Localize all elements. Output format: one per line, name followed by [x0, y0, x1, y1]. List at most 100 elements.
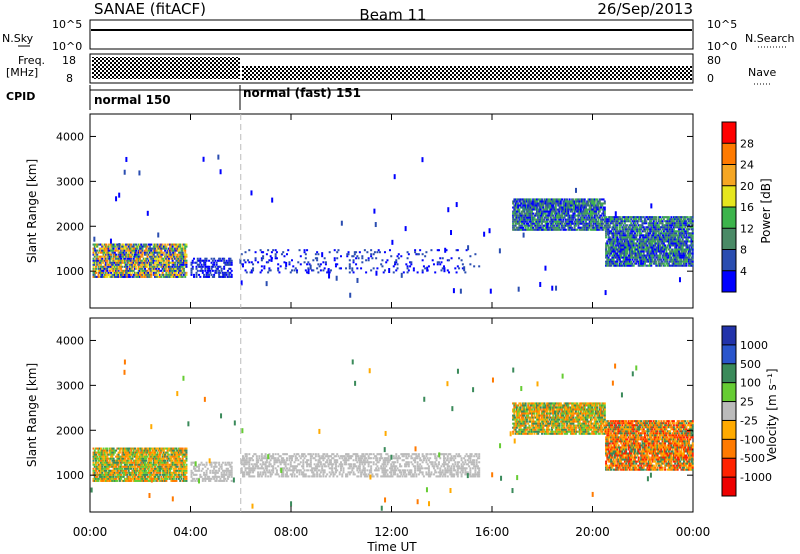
echo-cell — [632, 264, 635, 267]
echo-cell — [410, 263, 413, 266]
echo-cell — [373, 251, 376, 254]
echo-cell — [608, 216, 611, 219]
echo-cell — [152, 255, 155, 258]
echo-cell — [543, 210, 546, 213]
echo-cell — [676, 216, 679, 219]
echo-cell — [679, 242, 682, 245]
echo-cell — [154, 477, 157, 480]
echo-cell — [601, 204, 604, 207]
colorbar-swatch — [722, 185, 736, 208]
echo-cell — [537, 204, 540, 207]
echo-cell — [551, 224, 554, 227]
echo-cell — [529, 200, 532, 203]
echo-cell — [176, 273, 179, 276]
echo-cell — [135, 251, 138, 254]
echo-cell — [260, 251, 263, 254]
echo-cell — [182, 257, 185, 260]
echo-cell — [677, 248, 680, 251]
echo-cell — [162, 447, 165, 450]
echo-cell — [130, 249, 133, 252]
echo-cell — [376, 251, 379, 254]
echo-cell — [601, 208, 604, 211]
echo-cell — [95, 265, 98, 268]
echo-cell — [625, 230, 628, 233]
echo-cell — [116, 275, 119, 278]
echo-cell — [106, 451, 109, 454]
echo-cell — [672, 252, 675, 255]
echo-cell — [607, 260, 610, 263]
echo-cell — [137, 457, 140, 460]
echo-cell — [111, 273, 114, 276]
echo-cell — [128, 245, 131, 248]
echo-cell — [196, 257, 199, 260]
echo-cell — [679, 222, 682, 225]
echo-cell — [141, 475, 144, 478]
echo-cell — [383, 251, 386, 254]
echo-cell — [147, 457, 150, 460]
nave-tick-bottom: 0 — [707, 72, 714, 85]
echo-cell — [140, 247, 143, 250]
echo-cell — [596, 208, 599, 211]
echo-cell — [676, 254, 679, 257]
echo-cell — [682, 236, 685, 239]
echo-cell — [169, 271, 172, 274]
echo-cell — [681, 240, 684, 243]
echo-cell — [671, 230, 674, 233]
echo-cell — [307, 261, 310, 264]
echo-cell — [458, 267, 461, 270]
echo-cell — [606, 228, 609, 231]
echo-cell — [604, 290, 607, 296]
echo-cell — [616, 264, 619, 267]
echo-cell — [659, 248, 662, 251]
echo-cell — [141, 275, 144, 278]
echo-cell — [662, 224, 665, 227]
echo-cell — [123, 463, 126, 466]
echo-cell — [101, 455, 104, 458]
echo-cell — [117, 473, 120, 476]
echo-cell — [149, 465, 152, 468]
echo-cell — [628, 224, 631, 227]
echo-cell — [549, 214, 552, 217]
echo-cell — [606, 226, 609, 229]
echo-cell — [144, 455, 147, 458]
echo-cell — [106, 449, 109, 452]
echo-cell — [116, 267, 119, 270]
echo-cell — [623, 260, 626, 263]
echo-cell — [141, 273, 144, 276]
echo-cell — [528, 220, 531, 223]
echo-cell — [123, 479, 126, 482]
echo-cell — [569, 226, 572, 229]
echo-cell — [686, 226, 689, 229]
echo-cell — [417, 253, 420, 256]
echo-cell — [141, 453, 144, 456]
echo-cell — [96, 275, 99, 278]
echo-cell — [623, 220, 626, 223]
echo-cell — [108, 471, 111, 474]
echo-cell — [665, 254, 668, 257]
echo-cell — [133, 461, 136, 464]
echo-cell — [101, 259, 104, 262]
echo-cell — [551, 228, 554, 231]
echo-cell — [130, 465, 133, 468]
echo-cell — [631, 250, 634, 253]
echo-cell — [149, 453, 152, 456]
echo-cell — [174, 247, 177, 250]
echo-cell — [662, 234, 665, 237]
echo-cell — [268, 267, 271, 270]
echo-cell — [100, 267, 103, 270]
echo-cell — [218, 257, 221, 260]
echo-cell — [691, 252, 694, 255]
echo-cell — [660, 238, 663, 241]
echo-cell — [137, 253, 140, 256]
echo-cell — [223, 265, 226, 268]
echo-cell — [661, 254, 664, 257]
echo-cell — [597, 216, 600, 219]
echo-cell — [118, 261, 121, 264]
echo-cell — [625, 224, 628, 227]
echo-cell — [177, 269, 180, 272]
echo-cell — [691, 220, 694, 223]
echo-cell — [164, 471, 167, 474]
echo-cell — [171, 243, 174, 246]
echo-cell — [116, 459, 119, 462]
echo-cell — [169, 255, 172, 258]
